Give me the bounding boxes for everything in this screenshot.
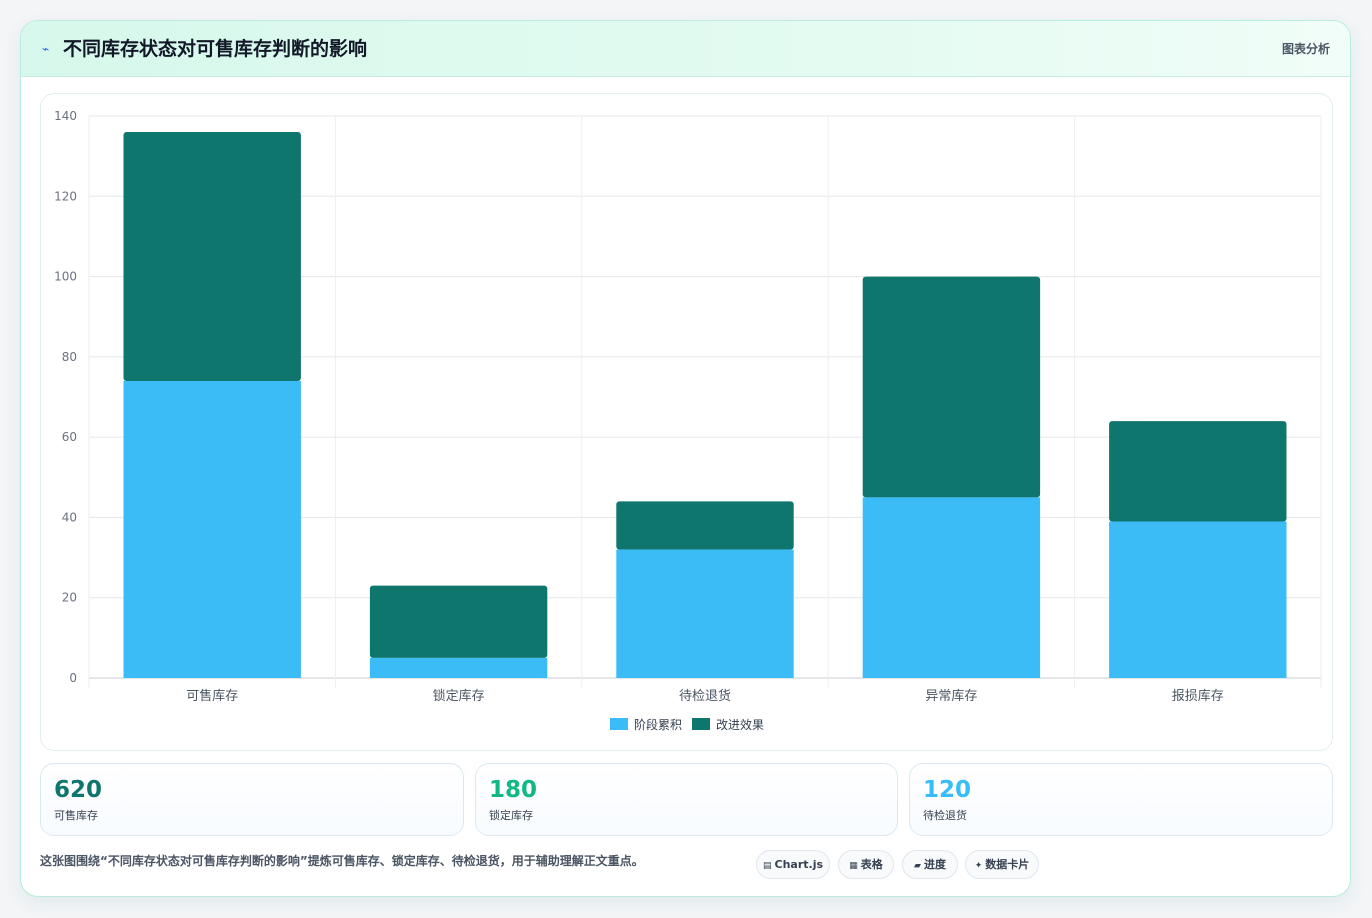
y-tick-label: 140 [54, 109, 77, 123]
x-tick-label: 可售库存 [186, 688, 238, 704]
pill-table[interactable]: ▦ 表格 [838, 850, 894, 879]
card-header: ⌁ 不同库存状态对可售库存判断的影响 图表分析 [21, 21, 1350, 77]
bar-improvement-effect [123, 132, 301, 381]
y-tick-label: 0 [69, 671, 77, 685]
pill-chartjs[interactable]: ▤ Chart.js [756, 850, 830, 879]
legend-swatch [692, 718, 710, 730]
bar-stage-cumulative [369, 657, 548, 678]
bar-stage-cumulative [616, 549, 794, 678]
chart-card: ⌁ 不同库存状态对可售库存判断的影响 图表分析 0 20 40 60 80 100 120 1… [20, 20, 1351, 897]
y-tick-label: 60 [62, 430, 77, 444]
stat-label: 可售库存 [54, 809, 98, 822]
pill-progress[interactable]: ▰ 进度 [902, 850, 958, 879]
stat-card-available: 620 可售库存 [40, 763, 464, 836]
x-tick-label: 异常库存 [925, 688, 977, 704]
pill-data-card[interactable]: ✦ 数据卡片 [965, 850, 1039, 879]
y-tick-label: 120 [54, 189, 77, 203]
bar-stage-cumulative [123, 380, 301, 678]
chart-analysis-tag: 图表分析 [1281, 42, 1330, 56]
legend-label: 阶段累积 [634, 717, 682, 732]
card-icon: ✦ [974, 861, 983, 871]
stat-cards: 620 可售库存 180 锁定库存 120 待检退货 [40, 763, 1333, 836]
card-title: 不同库存状态对可售库存判断的影响 [63, 38, 368, 60]
stat-label: 锁定库存 [489, 809, 533, 822]
stat-card-returns: 120 待检退货 [909, 763, 1333, 836]
stat-value: 620 [54, 777, 103, 803]
lightning-icon: ⌁ [42, 42, 50, 56]
chart-caption: 这张图围绕“不同库存状态对可售库存判断的影响”提炼可售库存、锁定库存、待检退货，… [40, 854, 644, 868]
stat-value: 180 [489, 777, 538, 803]
pill-label: 表格 [860, 858, 883, 871]
stacked-bar-chart: 0 20 40 60 80 100 120 140 可售库存 锁定库存 待检退货 异常库存 报损库存阶段… [54, 109, 1322, 732]
progress-icon: ▰ [914, 861, 921, 871]
y-tick-label: 40 [62, 510, 77, 524]
x-tick-label: 锁定库存 [433, 688, 485, 704]
legend-label: 改进效果 [716, 717, 764, 732]
chart-panel: 0 20 40 60 80 100 120 140 可售库存 锁定库存 待检退货 异常库存 报损库存阶段… [40, 93, 1333, 751]
x-tick-label: 报损库存 [1172, 688, 1224, 704]
y-tick-label: 100 [54, 270, 77, 284]
bar-stage-cumulative [862, 497, 1041, 678]
y-tick-label: 20 [62, 591, 77, 605]
bar-improvement-effect [1109, 421, 1287, 522]
pill-label: Chart.js [774, 858, 824, 871]
bar-improvement-effect [369, 585, 548, 658]
pill-label: 数据卡片 [985, 858, 1030, 871]
y-tick-label: 80 [62, 350, 77, 364]
stat-label: 待检退货 [923, 809, 967, 822]
bar-improvement-effect [616, 501, 794, 550]
chart-icon: ▤ [762, 861, 772, 871]
stat-card-locked: 180 锁定库存 [475, 763, 898, 836]
pill-label: 进度 [923, 858, 946, 871]
legend-swatch [610, 718, 628, 730]
bar-improvement-effect [862, 276, 1041, 498]
table-icon: ▦ [849, 861, 858, 871]
stat-value: 120 [923, 777, 972, 803]
x-tick-label: 待检退货 [679, 688, 731, 704]
bar-stage-cumulative [1109, 521, 1287, 678]
